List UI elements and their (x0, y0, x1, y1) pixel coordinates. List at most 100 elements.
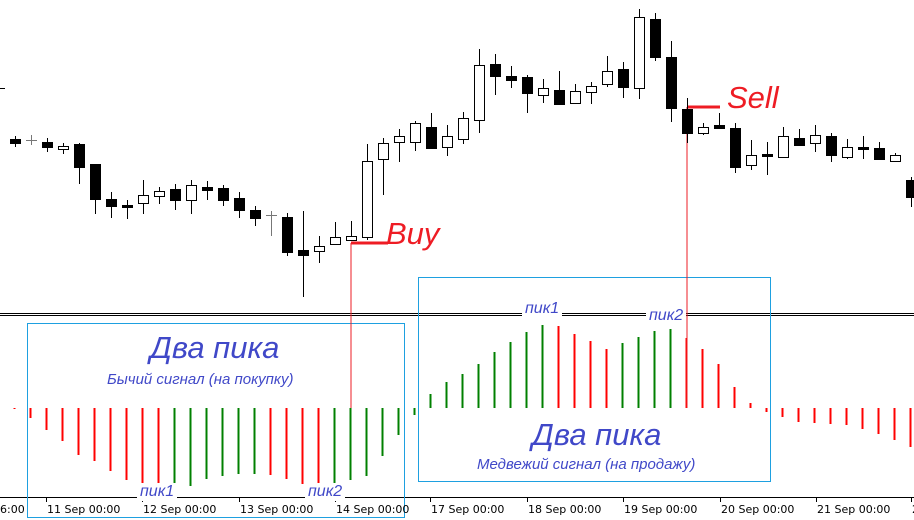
histogram-bar (829, 408, 832, 424)
histogram-bar (125, 408, 128, 480)
candle-bull (778, 136, 789, 158)
candle-bear (202, 187, 213, 191)
histogram-bar (621, 343, 624, 408)
histogram-bar (765, 408, 768, 412)
bull-signal-box (27, 323, 405, 518)
candle-bull (890, 155, 901, 162)
histogram-bar (637, 337, 640, 408)
histogram-bar (733, 387, 736, 408)
histogram-bar (541, 325, 544, 408)
candle-bear (650, 19, 661, 58)
candle-bear (794, 138, 805, 146)
histogram-bar (509, 342, 512, 408)
histogram-bar (13, 408, 16, 409)
candle-bear (10, 139, 21, 144)
candle-bear (282, 217, 293, 253)
candle-bull (346, 236, 357, 241)
candle-bear (858, 147, 869, 150)
histogram-bar (253, 408, 256, 474)
histogram-bar (605, 349, 608, 408)
time-tick-label: 12 Sep 00:00 (143, 503, 217, 516)
time-tick-label: 13 Sep 00:00 (240, 503, 314, 516)
bear-peak1-label: пик1 (522, 300, 563, 318)
histogram-bar (269, 408, 272, 475)
bull-subtitle: Бычий сигнал (на покупку) (107, 371, 294, 388)
candle-bear (106, 199, 117, 207)
candle-bear (218, 188, 229, 201)
candle-bear (714, 125, 725, 129)
histogram-bar (189, 408, 192, 486)
candle-bear (234, 198, 245, 211)
candle-bull (586, 86, 597, 93)
bull-peak2-label: пик2 (305, 483, 346, 501)
histogram-bar (909, 408, 912, 447)
candle-bear (90, 164, 101, 200)
candle-bear (874, 148, 885, 160)
candle-bull (378, 143, 389, 160)
candle-bull (634, 17, 645, 89)
candle-bear (906, 180, 914, 198)
histogram-bar (109, 408, 112, 471)
candle-bull (410, 123, 421, 143)
candle-bear (762, 154, 773, 157)
histogram-bar (77, 408, 80, 455)
candle-bull (186, 185, 197, 201)
bear-signal-box (418, 277, 771, 482)
histogram-bar (589, 341, 592, 408)
histogram-bar (301, 408, 304, 484)
candle-bear (554, 90, 565, 105)
histogram-bar (477, 364, 480, 408)
candle-bull (394, 136, 405, 143)
histogram-bar (285, 408, 288, 479)
histogram-bar (365, 408, 368, 476)
candle-bull (570, 91, 581, 104)
candle-bear (666, 57, 677, 109)
histogram-bar (413, 408, 416, 415)
histogram-bar (45, 408, 48, 430)
histogram-bar (877, 408, 880, 434)
histogram-bar (141, 408, 144, 487)
histogram-bar (717, 364, 720, 408)
sell-label: Sell (727, 80, 779, 115)
candle-bull (362, 161, 373, 238)
candle-bull (474, 65, 485, 121)
time-tick-label: 6:00 (0, 503, 25, 516)
histogram-bar (221, 408, 224, 476)
histogram-bar (797, 408, 800, 422)
candle-bull (842, 147, 853, 158)
histogram-bar (893, 408, 896, 440)
time-tick-label: 19 Sep 00:00 (624, 503, 698, 516)
candle-bull (154, 191, 165, 197)
candle-bear (826, 136, 837, 156)
candle-bull (602, 71, 613, 85)
histogram-bar (701, 349, 704, 408)
histogram-bar (429, 394, 432, 408)
candle-bull (810, 135, 821, 144)
histogram-bar (813, 408, 816, 423)
histogram-bar (349, 408, 352, 480)
candle-bear (618, 69, 629, 88)
candle-bear (522, 77, 533, 94)
candle-bull (330, 237, 341, 245)
candle-bull (138, 195, 149, 204)
histogram-bar (93, 408, 96, 461)
histogram-bar (781, 408, 784, 417)
candle-bull (538, 88, 549, 96)
time-tick-label: 2 (912, 503, 914, 516)
time-tick-label: 18 Sep 00:00 (528, 503, 602, 516)
candle-bull (442, 136, 453, 148)
candle-bear (730, 128, 741, 168)
candle-bear (74, 144, 85, 168)
time-tick-label: 20 Sep 00:00 (721, 503, 795, 516)
histogram-bar (173, 408, 176, 489)
histogram-bar (29, 408, 32, 418)
bear-subtitle: Медвежий сигнал (на продажу) (477, 456, 696, 473)
candle-bear (426, 127, 437, 149)
histogram-bar (397, 408, 400, 435)
time-tick-label: 17 Sep 00:00 (431, 503, 505, 516)
candle-bear (42, 142, 53, 148)
histogram-bar (557, 326, 560, 408)
candle-bear (682, 109, 693, 134)
